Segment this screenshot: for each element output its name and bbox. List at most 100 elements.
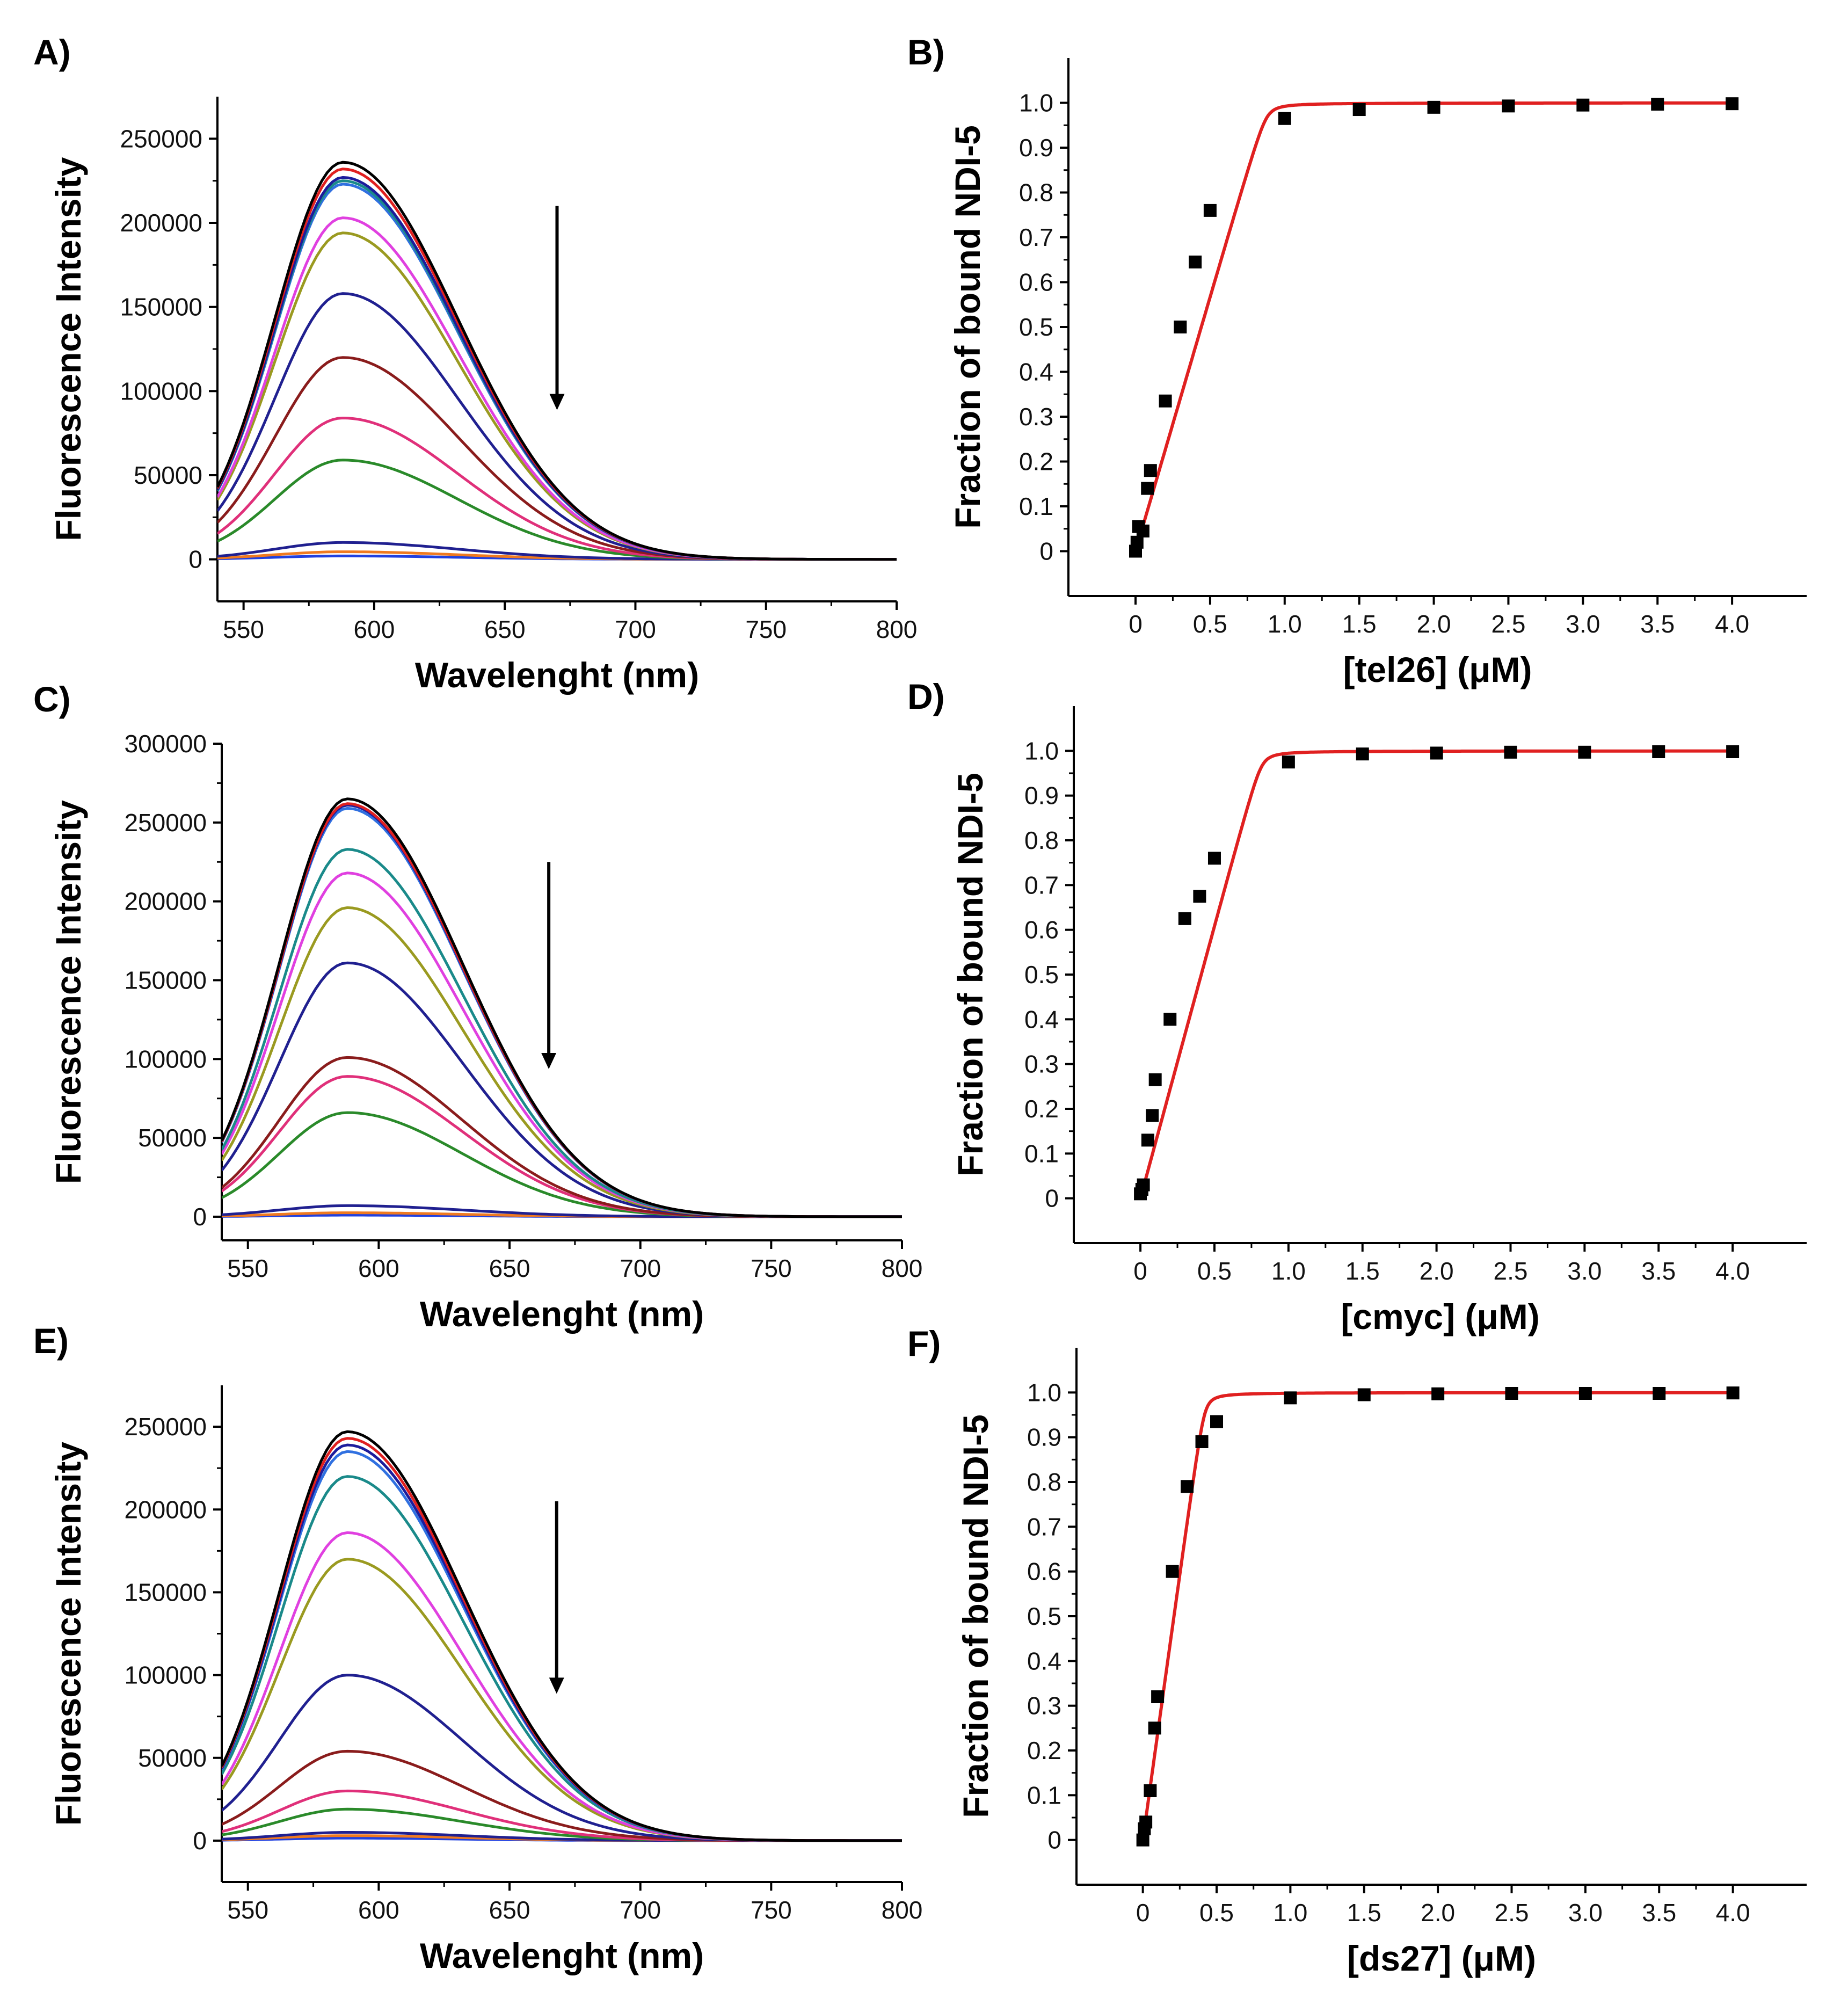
panel-letter: B) [907,32,945,72]
y-tick-label: 0 [1039,537,1053,565]
x-tick-label: 600 [354,615,395,643]
x-tick-label: 2.0 [1417,610,1451,638]
data-point [1141,482,1154,495]
x-tick-label: 2.0 [1420,1257,1454,1285]
y-tick-label: 0.6 [1024,916,1059,944]
y-tick-label: 0.6 [1019,268,1053,296]
y-tick-label: 1.0 [1019,89,1053,117]
x-tick-label: 600 [358,1896,399,1924]
x-axis-title: Wavelenght (nm) [415,655,699,695]
y-tick-label: 0.9 [1027,1423,1061,1451]
y-tick-label: 1.0 [1027,1378,1061,1406]
y-tick-label: 0.9 [1019,134,1053,162]
trend-arrow-head [541,1052,557,1069]
panel-a: A) 0 50000 100000 150000 200000 250000 550 600 65… [33,32,917,695]
data-point [1141,1134,1154,1147]
data-point [1282,755,1295,769]
y-tick-label: 200000 [125,1495,207,1523]
x-tick-label: 1.0 [1268,610,1302,638]
x-tick-label: 2.5 [1495,1899,1529,1927]
data-point [1174,321,1187,333]
x-tick-label: 700 [620,1254,661,1282]
data-point [1651,98,1664,111]
y-tick-label: 0.1 [1019,492,1053,520]
y-tick-label: 150000 [120,293,203,321]
y-tick-label: 0.1 [1024,1139,1059,1167]
data-point [1352,103,1366,117]
panel-b: B) 0 0.1 0.2 0.3 0.4 0.5 0.6 0.7 0.8 0.9 1.0 0 0.5 1.0… [907,32,1807,689]
x-tick-label: 800 [876,615,918,643]
data-point [1356,747,1369,761]
x-tick-label: 1.0 [1273,1899,1307,1927]
data-point [1726,745,1740,758]
y-tick-label: 200000 [125,888,207,916]
y-tick-label: 0.5 [1019,313,1053,341]
y-tick-label: 0 [188,546,202,573]
y-tick-label: 0.4 [1019,358,1053,386]
data-point [1148,1721,1161,1735]
x-tick-label: 550 [227,1254,268,1282]
data-point [1652,745,1665,758]
y-tick-label: 300000 [125,730,207,758]
y-tick-label: 0.3 [1024,1050,1059,1078]
y-axis-title: Fraction of bound NDI-5 [956,1414,995,1818]
y-tick-label: 0.2 [1024,1095,1059,1123]
data-point [1159,394,1172,408]
x-tick-label: 3.5 [1641,1257,1676,1285]
y-tick-label: 0.3 [1019,403,1053,431]
y-tick-label: 0.9 [1024,782,1059,810]
data-point [1653,1387,1666,1400]
y-tick-label: 0.8 [1024,826,1059,854]
y-tick-label: 100000 [125,1661,207,1689]
panel-letter: D) [907,677,945,716]
x-tick-label: 600 [358,1254,399,1282]
data-point [1148,1073,1162,1086]
axes [1073,706,1807,1244]
panel-d: D) 0 0.1 0.2 0.3 0.4 0.5 0.6 0.7 0.8 0.9 1.0 0 0.5 1.0… [907,677,1807,1336]
x-tick-label: 550 [223,615,264,643]
series-line-dark-blue [222,1443,902,1842]
y-axis-title: Fluorescence Intensity [48,1442,88,1826]
panel-letter: A) [33,32,71,72]
y-tick-label: 0 [193,1827,207,1855]
trend-arrow-head [549,1677,564,1694]
x-tick-label: 3.0 [1566,610,1600,638]
x-tick-label: 1.5 [1342,610,1377,638]
x-tick-label: 750 [745,615,787,643]
data-point [1144,464,1157,477]
y-tick-label: 250000 [125,1413,207,1441]
y-tick-label: 0.5 [1024,961,1059,989]
data-point [1578,745,1591,759]
x-tick-label: 1.0 [1271,1257,1306,1285]
data-point [1504,745,1517,759]
data-point [1151,1690,1165,1703]
data-point [1210,1415,1224,1428]
y-axis-title: Fraction of bound NDI-5 [948,125,987,529]
y-tick-label: 1.0 [1024,737,1059,765]
axes [1075,1348,1807,1886]
y-tick-label: 0 [1045,1185,1059,1212]
series-line-black [222,1430,902,1842]
series-line-light-blue [222,1450,902,1842]
data-point [1163,1013,1177,1026]
data-point [1193,890,1206,903]
y-axis-title: Fluorescence Intensity [48,800,88,1185]
y-tick-label: 0.2 [1019,448,1053,476]
x-tick-label: 4.0 [1715,1257,1750,1285]
x-tick-label: 3.5 [1640,610,1675,638]
data-point [1195,1435,1209,1448]
x-axis-title: Wavelenght (nm) [420,1294,704,1334]
series-group [222,1430,902,1842]
x-tick-label: 750 [751,1254,792,1282]
data-point [1578,1387,1592,1400]
x-tick-label: 2.5 [1494,1257,1528,1285]
x-axis-title: [tel26] (μM) [1343,650,1532,689]
series-line-black [217,161,897,561]
y-tick-label: 0.6 [1027,1558,1061,1586]
data-point [1130,535,1144,549]
series-line-maroon [222,1749,902,1842]
y-tick-label: 150000 [125,1578,207,1606]
y-tick-label: 0.8 [1019,179,1053,207]
series-group [217,161,897,561]
axes [221,744,902,1241]
